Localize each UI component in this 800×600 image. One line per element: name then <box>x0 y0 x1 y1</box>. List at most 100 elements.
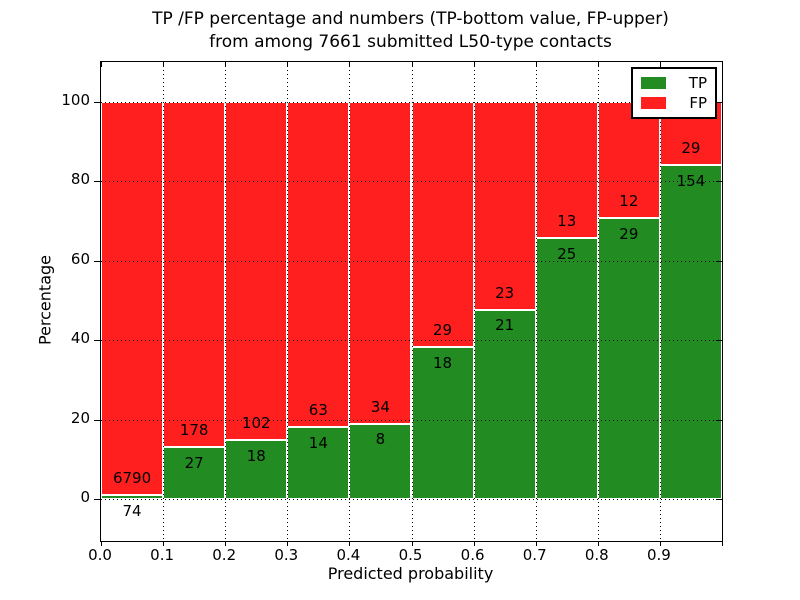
plot-area: TP FP 6790 74 178 27 102 18 63 14 34 8 29 18 23 21 13 2… <box>94 61 723 546</box>
fp-count-label: 178 <box>179 421 209 440</box>
tp-bar-segment <box>535 237 598 500</box>
legend-item-tp: TP <box>641 74 707 92</box>
y-tick-label: 0 <box>80 488 90 507</box>
y-tick-right <box>716 340 722 342</box>
x-tick-label: 0.5 <box>398 546 423 564</box>
fp-count-label: 63 <box>308 401 328 420</box>
v-gridline <box>473 62 475 541</box>
y-tick-right <box>716 260 722 262</box>
legend-item-fp: FP <box>641 94 707 112</box>
tp-bar-segment <box>163 446 226 500</box>
tp-count-label: 18 <box>246 446 266 465</box>
x-tick <box>535 541 537 546</box>
tp-bar-segment <box>473 309 536 500</box>
tp-count-label: 27 <box>184 453 204 472</box>
y-tick-right <box>716 101 722 103</box>
x-tick <box>225 541 227 546</box>
tp-bar-segment <box>659 164 722 500</box>
v-gridline <box>287 62 289 541</box>
v-gridline <box>225 62 227 541</box>
y-tick-label: 60 <box>70 249 90 268</box>
fp-legend-swatch <box>641 97 666 110</box>
y-tick <box>94 181 100 183</box>
chart-title-line1: TP /FP percentage and numbers (TP-bottom… <box>152 9 669 29</box>
y-tick <box>94 340 100 342</box>
x-tick-label: 0.1 <box>150 546 175 564</box>
fp-count-label: 29 <box>681 139 701 158</box>
x-tick-top <box>225 62 227 67</box>
tp-bar-segment <box>287 426 350 500</box>
y-tick <box>94 260 100 262</box>
tp-count-label: 8 <box>375 430 386 449</box>
v-gridline <box>163 62 165 541</box>
fp-count-label: 102 <box>241 413 271 432</box>
y-tick-label: 40 <box>70 329 90 348</box>
y-tick-label: 80 <box>70 170 90 189</box>
v-gridline <box>349 62 351 541</box>
x-tick-label: 0.8 <box>584 546 609 564</box>
y-tick-right <box>716 499 722 501</box>
v-gridline <box>411 62 413 541</box>
x-tick-top <box>597 62 599 67</box>
tp-count-label: 154 <box>676 171 706 190</box>
tp-count-label: 25 <box>557 244 577 263</box>
x-tick <box>473 541 475 546</box>
y-tick-label: 20 <box>70 408 90 427</box>
x-tick-top <box>163 62 165 67</box>
v-gridline <box>659 62 661 541</box>
tp-count-label: 14 <box>308 433 328 452</box>
x-tick-label: 0.3 <box>274 546 299 564</box>
y-tick-right <box>716 181 722 183</box>
x-tick-top <box>659 62 661 67</box>
tp-legend-swatch <box>641 76 666 89</box>
tp-legend-label: TP <box>688 73 707 92</box>
tp-count-label: 29 <box>619 224 639 243</box>
fp-count-label: 23 <box>495 283 515 302</box>
tp-count-label: 21 <box>495 316 515 335</box>
v-gridline <box>535 62 537 541</box>
tp-count-label: 18 <box>433 353 453 372</box>
fp-bar-segment <box>535 101 598 238</box>
fp-legend-label: FP <box>689 94 707 113</box>
x-tick <box>349 541 351 546</box>
legend: TP FP <box>631 67 717 119</box>
fp-bar-segment <box>287 101 350 427</box>
x-tick <box>101 541 102 546</box>
x-tick <box>722 541 723 546</box>
tp-bar-segment <box>597 218 660 500</box>
x-tick-top <box>473 62 475 67</box>
fp-count-label: 13 <box>557 212 577 231</box>
fp-bar-segment <box>349 101 412 424</box>
x-tick <box>287 541 289 546</box>
y-tick-right <box>716 419 722 421</box>
fp-count-label: 34 <box>370 397 390 416</box>
x-tick-label: 0.4 <box>336 546 361 564</box>
fp-bar-segment <box>411 101 474 348</box>
x-tick-top <box>101 62 102 67</box>
v-gridline <box>597 62 599 541</box>
fp-count-label: 6790 <box>112 469 152 488</box>
fp-bar-segment <box>225 101 288 440</box>
x-tick <box>597 541 599 546</box>
x-tick-top <box>349 62 351 67</box>
chart-title-line2: from among 7661 submitted L50-type conta… <box>209 32 612 52</box>
tp-bar-segment <box>349 423 412 500</box>
y-tick <box>94 101 100 103</box>
tp-bar-segment <box>101 494 164 500</box>
fp-count-label: 29 <box>433 321 453 340</box>
chart-title: TP /FP percentage and numbers (TP-bottom… <box>90 8 731 54</box>
x-tick <box>163 541 165 546</box>
y-tick <box>94 419 100 421</box>
x-tick-top <box>287 62 289 67</box>
fp-bar-segment <box>473 101 536 310</box>
fp-bar-segment <box>101 101 164 495</box>
x-axis-label: Predicted probability <box>327 564 494 583</box>
x-tick-label: 0.7 <box>522 546 547 564</box>
fp-bar-segment <box>163 101 226 447</box>
y-tick <box>94 499 100 501</box>
x-tick-top <box>722 62 723 67</box>
x-tick <box>659 541 661 546</box>
fp-bar-segment <box>597 101 660 219</box>
y-tick-label: 100 <box>61 90 90 109</box>
